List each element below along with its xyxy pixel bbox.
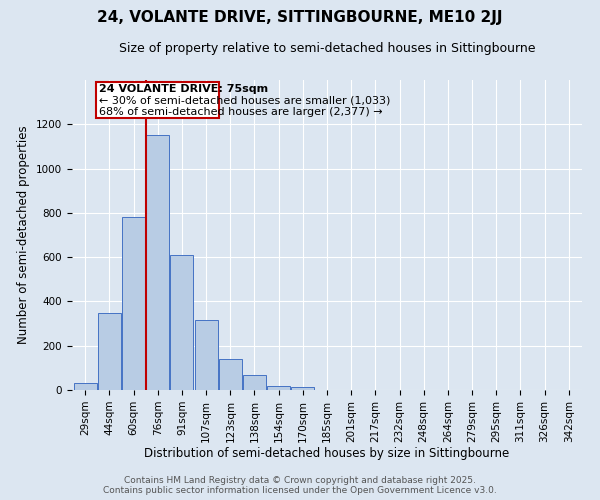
- Bar: [122, 218, 145, 390]
- Text: ← 30% of semi-detached houses are smaller (1,033): ← 30% of semi-detached houses are smalle…: [98, 96, 390, 106]
- Bar: [170, 255, 193, 390]
- Y-axis label: Number of semi-detached properties: Number of semi-detached properties: [17, 126, 31, 344]
- Bar: [267, 386, 290, 390]
- Text: 24, VOLANTE DRIVE, SITTINGBOURNE, ME10 2JJ: 24, VOLANTE DRIVE, SITTINGBOURNE, ME10 2…: [97, 10, 503, 25]
- Bar: [74, 384, 97, 390]
- FancyBboxPatch shape: [96, 82, 220, 118]
- Title: Size of property relative to semi-detached houses in Sittingbourne: Size of property relative to semi-detach…: [119, 42, 535, 55]
- Bar: [219, 359, 242, 390]
- Bar: [98, 312, 121, 390]
- Text: 24 VOLANTE DRIVE: 75sqm: 24 VOLANTE DRIVE: 75sqm: [98, 84, 268, 94]
- Bar: [194, 320, 218, 390]
- X-axis label: Distribution of semi-detached houses by size in Sittingbourne: Distribution of semi-detached houses by …: [145, 448, 509, 460]
- Bar: [243, 374, 266, 390]
- Bar: [146, 136, 169, 390]
- Bar: [292, 386, 314, 390]
- Text: 68% of semi-detached houses are larger (2,377) →: 68% of semi-detached houses are larger (…: [98, 106, 382, 117]
- Text: Contains HM Land Registry data © Crown copyright and database right 2025.
Contai: Contains HM Land Registry data © Crown c…: [103, 476, 497, 495]
